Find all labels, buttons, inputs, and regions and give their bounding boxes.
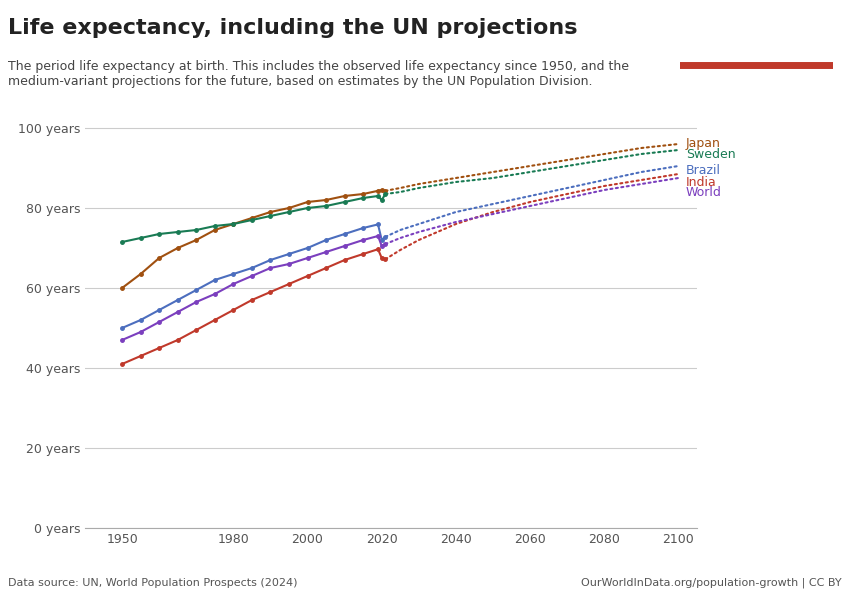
Text: Life expectancy, including the UN projections: Life expectancy, including the UN projec… xyxy=(8,18,578,38)
Text: The period life expectancy at birth. This includes the observed life expectancy : The period life expectancy at birth. Thi… xyxy=(8,60,630,88)
Text: Our World
in Data: Our World in Data xyxy=(721,19,792,47)
Text: Brazil: Brazil xyxy=(686,163,721,176)
Text: OurWorldInData.org/population-growth | CC BY: OurWorldInData.org/population-growth | C… xyxy=(581,577,842,588)
Text: India: India xyxy=(686,175,717,188)
Text: Japan: Japan xyxy=(686,137,721,151)
Text: Sweden: Sweden xyxy=(686,148,735,160)
Text: Data source: UN, World Population Prospects (2024): Data source: UN, World Population Prospe… xyxy=(8,578,298,588)
Text: World: World xyxy=(686,185,722,199)
